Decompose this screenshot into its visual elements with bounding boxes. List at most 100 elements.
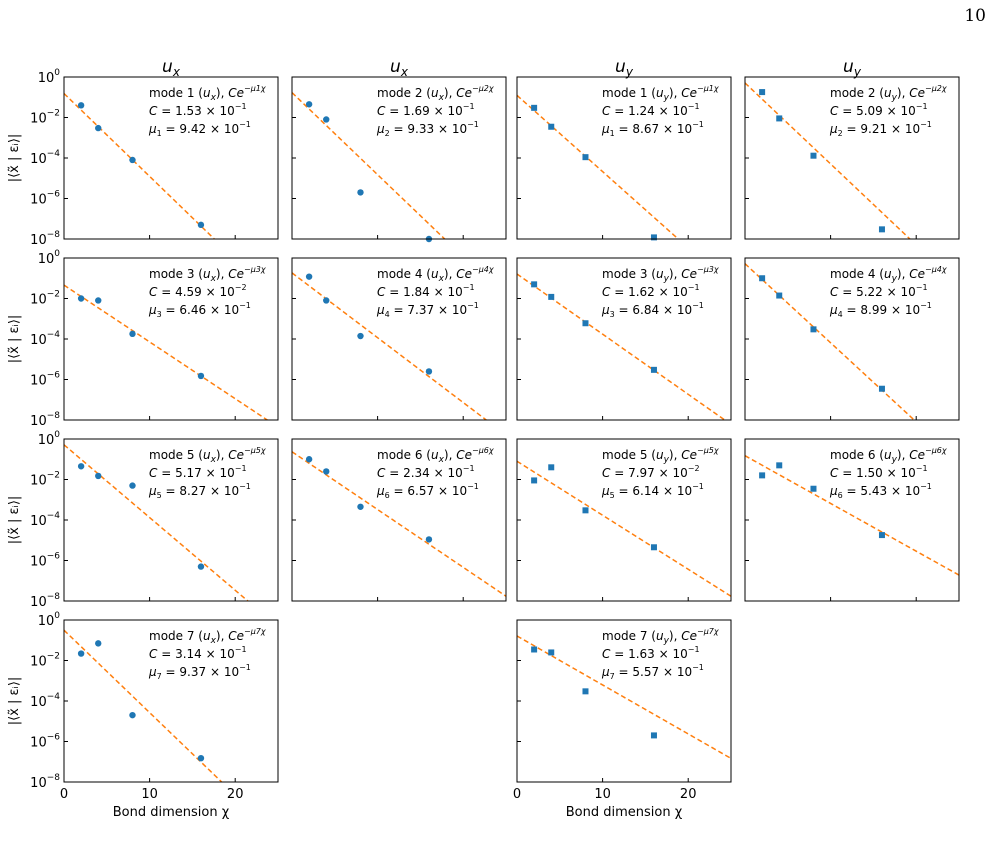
y-axis-label: |⟨x̃ | εᵢ⟩|: [7, 315, 22, 364]
data-point: [582, 688, 589, 695]
data-point: [582, 507, 589, 514]
data-point: [305, 101, 313, 108]
fit-mu: μ1 = 8.67 × 10−1: [601, 120, 704, 138]
data-point: [95, 640, 102, 647]
data-point: [776, 462, 783, 469]
fit-annotation: mode 6 (ux), Ce−μ6χ: [377, 446, 494, 465]
fit-C: C = 5.09 × 10−1: [830, 102, 928, 118]
y-tick-label: 10−2: [30, 109, 60, 127]
fit-annotation: mode 7 (uy), Ce−μ7χ: [602, 627, 719, 646]
fit-mu: μ2 = 9.21 × 10−1: [829, 120, 932, 138]
data-point: [650, 366, 657, 373]
data-point: [776, 292, 783, 299]
data-point: [95, 472, 102, 480]
y-tick-label: 10−8: [30, 230, 60, 248]
data-point: [582, 154, 589, 161]
fit-C: C = 1.84 × 10−1: [377, 283, 475, 299]
fit-mu: μ7 = 9.37 × 10−1: [148, 663, 251, 681]
data-point: [323, 116, 330, 123]
fit-C: C = 4.59 × 10−2: [149, 283, 247, 299]
data-point: [810, 326, 817, 333]
y-tick-label: 10−4: [30, 511, 60, 529]
data-point: [759, 472, 766, 479]
data-point: [197, 221, 205, 229]
data-point: [759, 275, 766, 282]
fit-C: C = 1.69 × 10−1: [377, 102, 475, 118]
subplot-mode3-ux: 100 10−2 10−4 10−6 10−8 |⟨x̃ | εᵢ⟩| mode 3 (ux…: [7, 249, 279, 429]
data-point: [95, 297, 102, 304]
y-tick-label: 100: [38, 611, 61, 629]
fit-annotation: mode 5 (uy), Ce−μ5χ: [602, 446, 719, 465]
fit-C: C = 5.17 × 10−1: [149, 464, 247, 480]
x-axis-label: Bond dimension χ: [113, 805, 230, 820]
fit-annotation: mode 5 (ux), Ce−μ5χ: [149, 446, 266, 465]
data-point: [878, 532, 885, 539]
data-point: [77, 295, 85, 302]
fit-mu: μ4 = 8.99 × 10−1: [829, 301, 932, 319]
data-point: [810, 152, 817, 159]
column-title: uy: [615, 57, 634, 79]
data-point: [531, 281, 538, 288]
data-point: [425, 536, 433, 543]
fit-C: C = 3.14 × 10−1: [149, 645, 247, 661]
y-tick-label: 10−4: [30, 692, 60, 710]
x-tick-label: 10: [594, 787, 611, 802]
fit-C: C = 7.97 × 10−2: [602, 464, 700, 480]
data-point: [425, 368, 433, 375]
y-tick-label: 10−2: [30, 652, 60, 670]
data-point: [197, 754, 205, 762]
data-point: [77, 650, 85, 657]
fit-mu: μ1 = 9.42 × 10−1: [148, 120, 251, 138]
data-point: [357, 503, 364, 510]
column-title: uy: [843, 57, 862, 79]
data-point: [129, 711, 136, 719]
data-point: [650, 732, 657, 739]
fit-C: C = 1.53 × 10−1: [149, 102, 247, 118]
subplot-mode1-ux: 100 10−2 10−4 10−6 10−8 |⟨x̃ | εᵢ⟩| mode 1 (ux…: [7, 68, 279, 248]
y-tick-label: 10−8: [30, 411, 60, 429]
fit-annotation: mode 4 (uy), Ce−μ4χ: [830, 265, 947, 284]
column-title: ux: [390, 57, 409, 79]
y-tick-label: 10−6: [30, 552, 60, 570]
data-point: [197, 372, 205, 380]
data-point: [548, 649, 555, 656]
data-point: [129, 156, 136, 164]
y-tick-label: 100: [38, 249, 61, 267]
fit-annotation: mode 1 (ux), Ce−μ1χ: [149, 84, 266, 103]
y-tick-label: 10−4: [30, 149, 60, 167]
x-tick-label: 20: [227, 787, 244, 802]
data-point: [95, 124, 102, 132]
fit-annotation: mode 2 (uy), Ce−μ2χ: [830, 84, 947, 103]
data-point: [197, 563, 205, 570]
data-point: [582, 320, 589, 327]
column-title: ux: [162, 57, 181, 79]
y-tick-label: 10−8: [30, 773, 60, 791]
fit-mu: μ3 = 6.84 × 10−1: [601, 301, 704, 319]
fit-C: C = 1.24 × 10−1: [602, 102, 700, 118]
fit-C: C = 1.63 × 10−1: [602, 645, 700, 661]
fit-mu: μ7 = 5.57 × 10−1: [601, 663, 704, 681]
page-number: 10: [964, 6, 986, 26]
fit-C: C = 1.50 × 10−1: [830, 464, 928, 480]
fit-annotation: mode 6 (uy), Ce−μ6χ: [830, 446, 947, 465]
fit-annotation: mode 4 (ux), Ce−μ4χ: [377, 265, 494, 284]
y-tick-label: 10−8: [30, 592, 60, 610]
data-point: [357, 189, 364, 196]
fit-mu: μ6 = 6.57 × 10−1: [376, 482, 479, 500]
fit-mu: μ6 = 5.43 × 10−1: [829, 482, 932, 500]
y-tick-label: 10−2: [30, 290, 60, 308]
y-tick-label: 10−6: [30, 733, 60, 751]
data-point: [548, 464, 555, 471]
fit-annotation: mode 2 (ux), Ce−μ2χ: [377, 84, 494, 103]
fit-annotation: mode 3 (uy), Ce−μ3χ: [602, 265, 719, 284]
fit-line: [64, 444, 249, 601]
fit-line: [517, 635, 731, 760]
data-point: [323, 468, 330, 475]
data-point: [548, 293, 555, 300]
y-tick-label: 10−4: [30, 330, 60, 348]
x-tick-label: 20: [680, 787, 697, 802]
